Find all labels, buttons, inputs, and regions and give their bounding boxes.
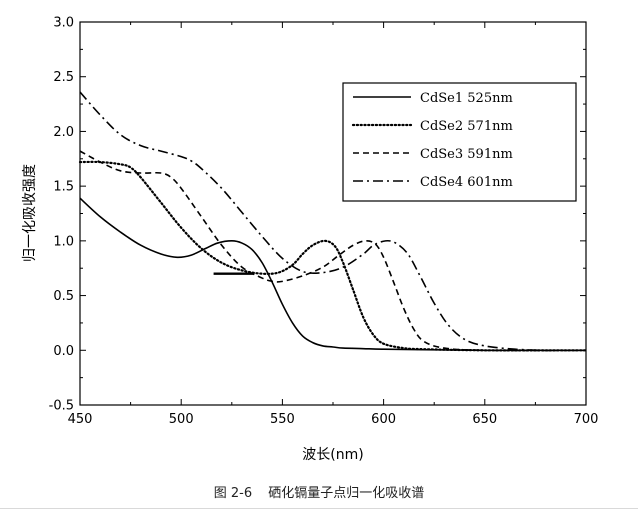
series-line-3	[79, 150, 587, 352]
series-line-2	[78, 160, 588, 352]
y-tick-label: 0.0	[53, 344, 74, 359]
y-tick-label: 1.0	[53, 234, 74, 249]
series-line-1	[79, 197, 587, 352]
series-line-4	[79, 91, 587, 352]
legend-label-3: CdSe3 591nm	[420, 147, 513, 162]
figure-number: 图 2-6	[213, 486, 253, 501]
x-tick-label: 550	[270, 412, 295, 427]
x-tick-label: 650	[472, 412, 497, 427]
page-divider	[0, 508, 638, 509]
y-tick-label: 0.5	[53, 289, 74, 304]
legend-label-1: CdSe1 525nm	[420, 91, 513, 106]
x-tick-label: 600	[371, 412, 396, 427]
y-axis-label: 归一化吸收强度	[21, 164, 38, 262]
y-tick-label: 2.5	[53, 70, 74, 85]
x-tick-label: 450	[68, 412, 93, 427]
y-tick-label: 2.0	[53, 125, 74, 140]
legend-label-2: CdSe2 571nm	[420, 119, 513, 134]
chart-axes-layer: 450 500 550 600 650 700 -0.5 0.0 0.5 1.0 1.5 2.0 2.5…	[49, 16, 599, 428]
chart-series-layer	[78, 91, 588, 352]
y-tick-label: 1.5	[53, 180, 74, 195]
figure-caption: 图 2-6 硒化镉量子点归一化吸收谱	[0, 482, 638, 501]
y-tick-label: 3.0	[53, 16, 74, 31]
x-tick-label: 700	[574, 412, 599, 427]
legend-label-4: CdSe4 601nm	[420, 175, 513, 190]
figure-caption-text: 硒化镉量子点归一化吸收谱	[268, 486, 425, 501]
chart-legend: CdSe1 525nm CdSe2 571nm CdSe3 591nm CdSe4 6…	[342, 82, 577, 202]
x-tick-label: 500	[169, 412, 194, 427]
x-axis-label: 波长(nm)	[302, 447, 363, 463]
y-tick-label: -0.5	[49, 399, 74, 414]
